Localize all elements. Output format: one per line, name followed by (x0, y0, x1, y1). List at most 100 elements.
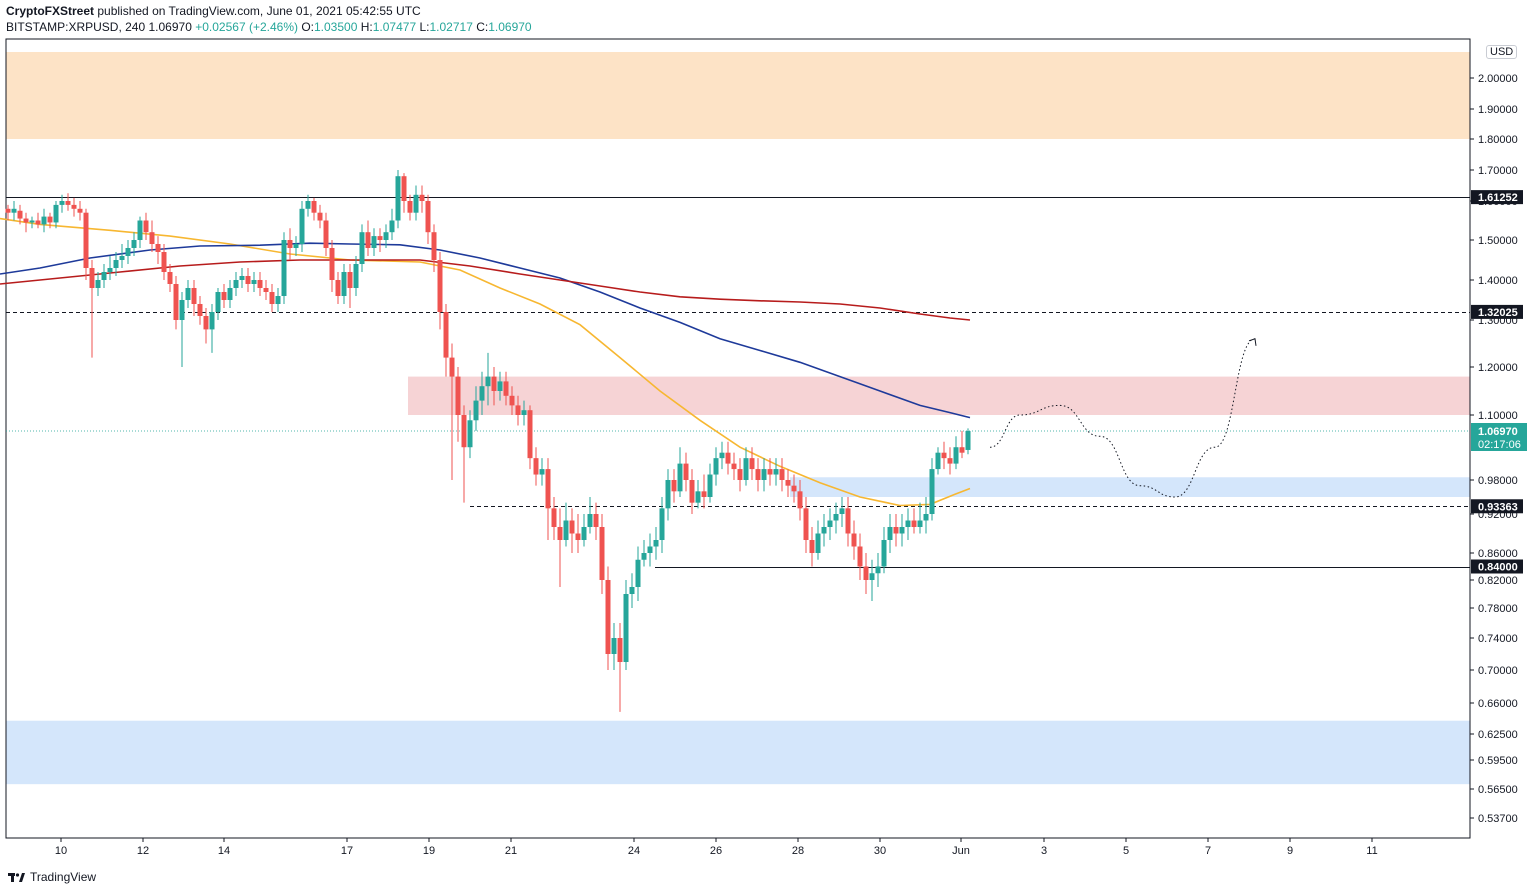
candle (275, 288, 281, 312)
candle-body (527, 410, 533, 459)
candle-body (401, 176, 407, 201)
candle (455, 367, 461, 442)
candle (155, 236, 161, 264)
candle-body (947, 458, 953, 464)
chart-frame (5, 38, 1471, 839)
high-label: H: (360, 20, 373, 34)
resistance-zone-red (408, 376, 1470, 415)
candle (689, 469, 695, 514)
candle-body (965, 431, 971, 450)
candle (563, 502, 569, 547)
candle (257, 272, 263, 296)
candle-body (557, 527, 563, 540)
candle (941, 441, 947, 470)
candle-body (713, 458, 719, 475)
candle (179, 292, 185, 367)
candle (773, 458, 779, 486)
candle (245, 268, 251, 292)
candle-body (473, 400, 479, 421)
candle-body (617, 638, 623, 662)
candle (365, 220, 371, 256)
candle-body (923, 514, 929, 521)
candle-body (377, 236, 383, 240)
candle (209, 304, 215, 353)
candle (677, 447, 683, 497)
candle-body (233, 280, 239, 288)
candle-body (53, 204, 59, 223)
candle-body (551, 508, 557, 527)
candle-body (509, 395, 515, 406)
price-axis-label: 1.80000 (1478, 134, 1518, 146)
candle (77, 201, 83, 221)
candle-body (419, 194, 425, 201)
candle (185, 280, 191, 308)
candle-body (281, 240, 287, 296)
candle-body (119, 256, 125, 260)
candle (755, 458, 761, 492)
candle-body (935, 452, 941, 470)
candle (425, 194, 431, 244)
candle (167, 264, 173, 292)
candle-body (11, 208, 17, 213)
candle (863, 553, 869, 594)
price-axis-label: 1.20000 (1478, 362, 1518, 374)
candle (827, 508, 833, 540)
candle (899, 514, 905, 547)
candle-body (545, 469, 551, 509)
candle (629, 573, 635, 608)
candle-body (497, 381, 503, 391)
candle (797, 480, 803, 521)
candle-body (845, 508, 851, 534)
price-axis-label: 0.74000 (1478, 633, 1518, 645)
level-price-tag (1471, 499, 1523, 514)
candle-body (155, 244, 161, 252)
candle (509, 386, 515, 415)
candle-body (209, 312, 215, 330)
candle-body (683, 463, 689, 480)
candle (851, 520, 857, 560)
candle (725, 441, 731, 475)
candle (857, 533, 863, 580)
candle-body (851, 533, 857, 547)
candle-body (167, 272, 173, 284)
author-name[interactable]: CryptoFXStreet (6, 4, 95, 18)
candle-body (659, 508, 665, 540)
candle (833, 502, 839, 534)
candle (935, 447, 941, 475)
candle (617, 623, 623, 712)
candle-body (425, 201, 431, 233)
demand-zone-blue (6, 720, 1470, 785)
candle (47, 212, 53, 229)
candle-body (569, 520, 575, 534)
candle (29, 216, 35, 229)
candle-body (215, 292, 221, 312)
candle-body (833, 514, 839, 521)
candle-body (293, 244, 299, 248)
tradingview-footer[interactable]: TradingView (8, 870, 96, 884)
candle (713, 447, 719, 486)
candle-body (203, 316, 209, 330)
candle (119, 244, 125, 268)
candle-body (767, 469, 773, 475)
candle-body (353, 264, 359, 288)
candle-body (611, 638, 617, 654)
time-axis-label: 3 (1041, 845, 1047, 857)
candle (587, 497, 593, 534)
candle (101, 264, 107, 288)
candle (23, 212, 29, 233)
candle-body (857, 546, 863, 567)
candle (731, 452, 737, 480)
candle-body (263, 288, 269, 292)
candle (71, 197, 77, 217)
candle-body (161, 252, 167, 272)
candle-body (539, 469, 545, 475)
candle-body (65, 201, 71, 205)
candle-body (323, 220, 329, 248)
candle-body (95, 280, 101, 288)
candle-body (131, 240, 137, 248)
candle (761, 458, 767, 492)
candle-body (29, 220, 35, 223)
candle (143, 212, 149, 240)
currency-badge[interactable]: USD (1486, 45, 1518, 59)
